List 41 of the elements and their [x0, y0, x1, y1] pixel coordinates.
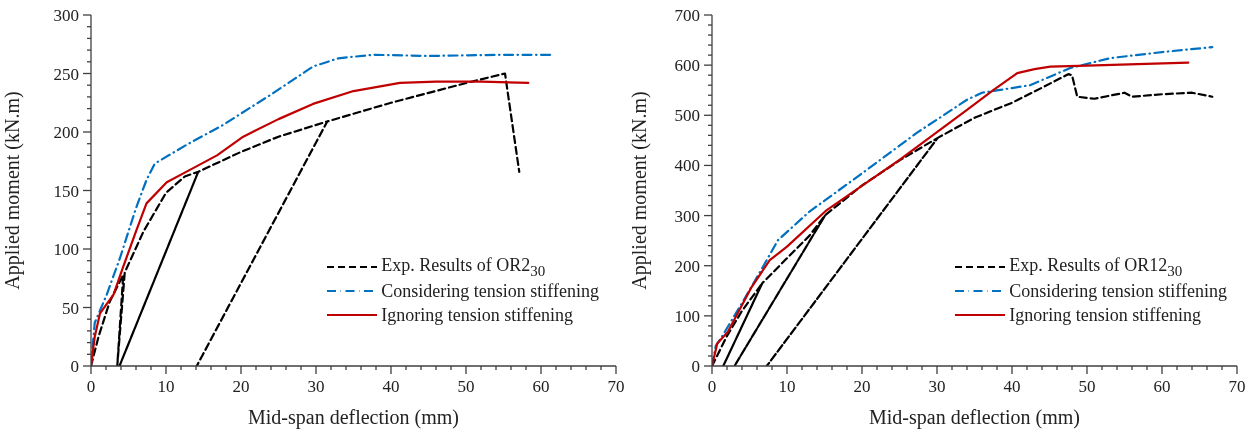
x-axis-title: Mid-span deflection (mm) [247, 406, 460, 429]
x-tick-label: 40 [382, 377, 400, 396]
x-tick-label: 10 [778, 377, 796, 396]
x-tick-label: 60 [1153, 377, 1171, 396]
x-tick-label: 10 [157, 377, 175, 396]
y-tick-label: 0 [70, 357, 79, 376]
y-tick-label: 250 [53, 64, 79, 84]
y-tick-label: 100 [53, 240, 79, 259]
legend-label: Exp. Results of OR12$_{30}$ [1009, 254, 1183, 280]
legend-label: Considering tension stiffening [1009, 280, 1227, 302]
y-tick-label: 600 [674, 56, 700, 76]
y-tick-label: 500 [674, 106, 700, 126]
legend-label: Ignoring tension stiffening [1009, 304, 1201, 326]
x-tick-label: 70 [1228, 377, 1246, 396]
y-axis-title: Applied moment (kN.m) [628, 91, 652, 290]
x-tick-label: 20 [232, 377, 250, 396]
x-tick-label: 40 [1003, 377, 1021, 396]
x-tick-label: 50 [457, 377, 475, 396]
x-tick-label: 50 [1078, 377, 1096, 396]
x-tick-label: 0 [86, 377, 96, 396]
y-tick-label: 300 [53, 6, 79, 25]
x-tick-label: 30 [928, 377, 946, 396]
x-axis-title: Mid-span deflection (mm) [868, 406, 1081, 429]
y-tick-label: 0 [691, 357, 700, 376]
x-tick-label: 0 [707, 377, 717, 396]
legend-label: Ignoring tension stiffening [381, 304, 573, 326]
x-tick-label: 20 [853, 377, 871, 396]
x-tick-label: 30 [307, 377, 325, 396]
y-tick-label: 700 [674, 6, 700, 25]
y-tick-label: 400 [674, 156, 700, 176]
y-tick-label: 200 [674, 256, 700, 276]
y-tick-label: 50 [62, 298, 79, 318]
y-tick-label: 200 [53, 123, 79, 142]
y-tick-label: 100 [674, 306, 700, 326]
legend-label: Considering tension stiffening [381, 280, 599, 302]
y-axis-title: Applied moment (kN.m) [1, 91, 25, 290]
y-tick-label: 150 [53, 181, 79, 201]
x-tick-label: 60 [532, 377, 550, 396]
y-tick-label: 300 [674, 206, 700, 226]
x-tick-label: 70 [607, 377, 625, 396]
legend-label: Exp. Results of OR2$_{30}$ [381, 254, 546, 280]
